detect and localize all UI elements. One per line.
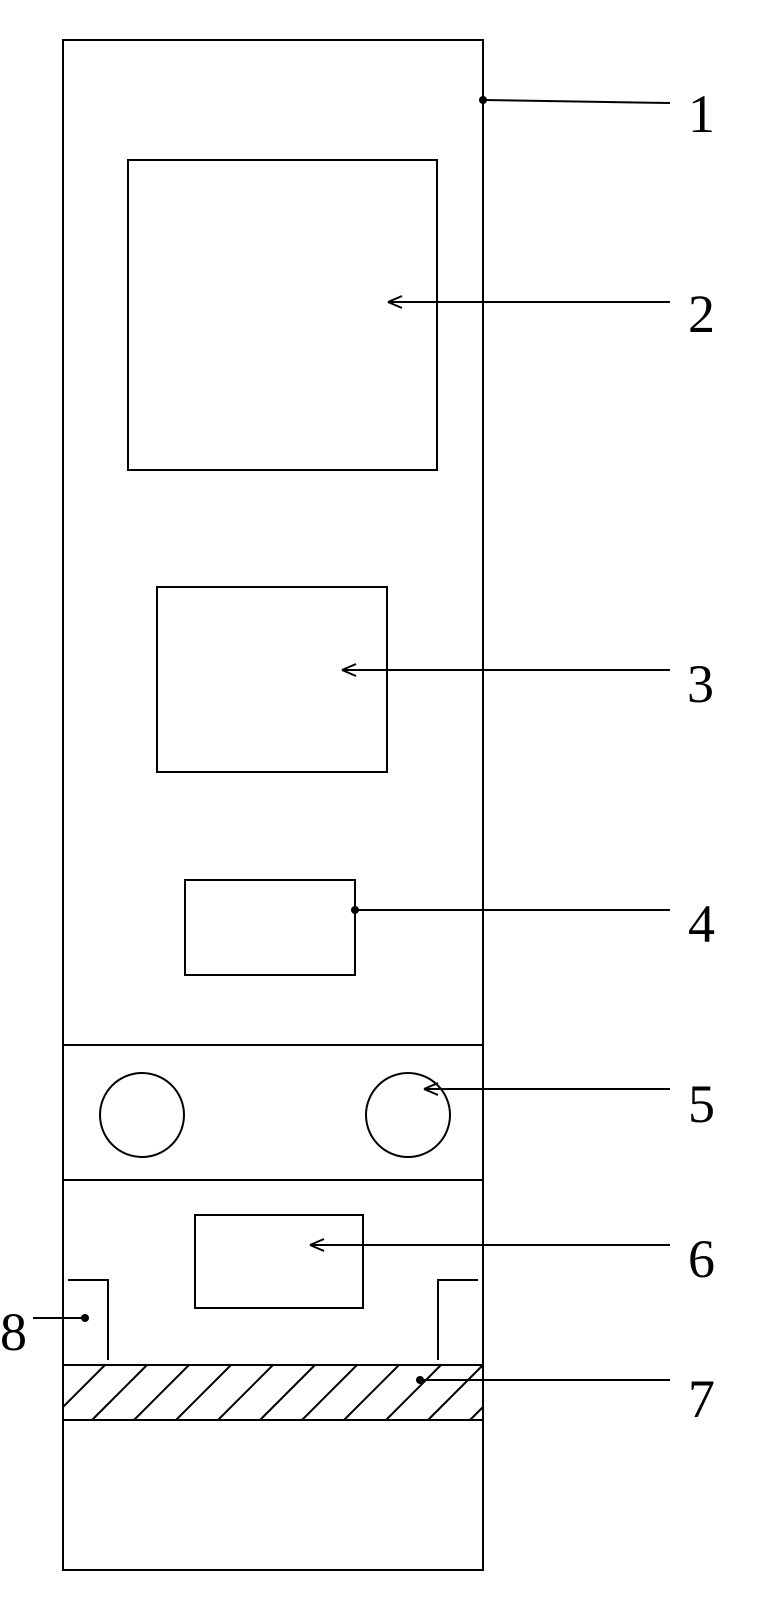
- callout-label-5: 5: [688, 1073, 715, 1135]
- callout-label-7: 7: [688, 1368, 715, 1430]
- diagram-svg: [0, 0, 767, 1611]
- callout-label-8: 8: [0, 1301, 27, 1363]
- callout-label-4: 4: [688, 893, 715, 955]
- diagram-root: 1 2 3 4 5 6 7 8: [0, 0, 767, 1611]
- callout-label-1: 1: [688, 83, 715, 145]
- callout-label-3: 3: [687, 653, 714, 715]
- callout-label-6: 6: [688, 1228, 715, 1290]
- callout-label-2: 2: [688, 283, 715, 345]
